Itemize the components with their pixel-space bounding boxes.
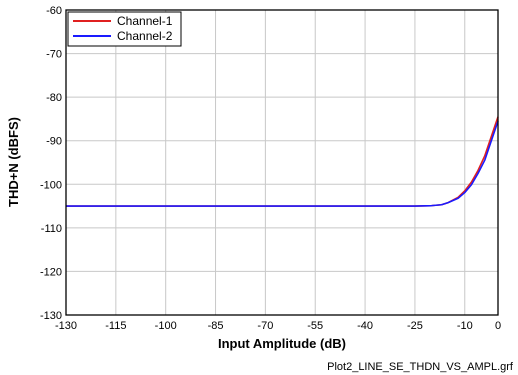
x-tick-label: -115 — [105, 320, 126, 332]
plot-frame — [65, 9, 499, 316]
legend-label-channel-2: Channel-2 — [117, 29, 173, 43]
footer-filename: Plot2_LINE_SE_THDN_VS_AMPL.grf — [327, 361, 514, 373]
legend-box — [67, 11, 182, 47]
x-tick-label: 0 — [495, 320, 501, 332]
plot-background — [66, 10, 498, 315]
x-tick-label: -10 — [457, 320, 473, 332]
series-group — [66, 116, 499, 207]
x-tick-labels: -130 -115 -100 -85 -70 -55 -40 -25 -10 0 — [55, 320, 501, 332]
y-tick-label: -120 — [40, 266, 62, 278]
y-tick-label: -60 — [46, 5, 62, 17]
y-tick-label: -100 — [40, 179, 62, 191]
y-tick-label: -80 — [46, 92, 62, 104]
x-tick-label: -130 — [55, 320, 77, 332]
x-tick-label: -70 — [257, 320, 273, 332]
y-tick-label: -70 — [46, 49, 62, 61]
legend-label-channel-1: Channel-1 — [117, 14, 173, 28]
legend: Channel-1 Channel-2 — [67, 11, 182, 47]
y-tick-label: -130 — [40, 310, 62, 322]
x-tick-label: -100 — [155, 320, 177, 332]
grid-lines — [66, 10, 498, 315]
series-line-channel-2 — [66, 120, 499, 207]
x-axis-label: Input Amplitude (dB) — [218, 336, 346, 351]
y-tick-label: -110 — [41, 223, 62, 235]
x-tick-label: -85 — [208, 320, 224, 332]
x-tick-label: -25 — [407, 320, 423, 332]
y-tick-label: -90 — [46, 136, 62, 148]
x-tick-label: -55 — [307, 320, 323, 332]
y-axis-label: THD+N (dBFS) — [6, 117, 21, 207]
y-tick-labels: -60 -70 -80 -90 -100 -110 -120 -130 — [40, 5, 62, 322]
x-tick-label: -40 — [357, 320, 373, 332]
